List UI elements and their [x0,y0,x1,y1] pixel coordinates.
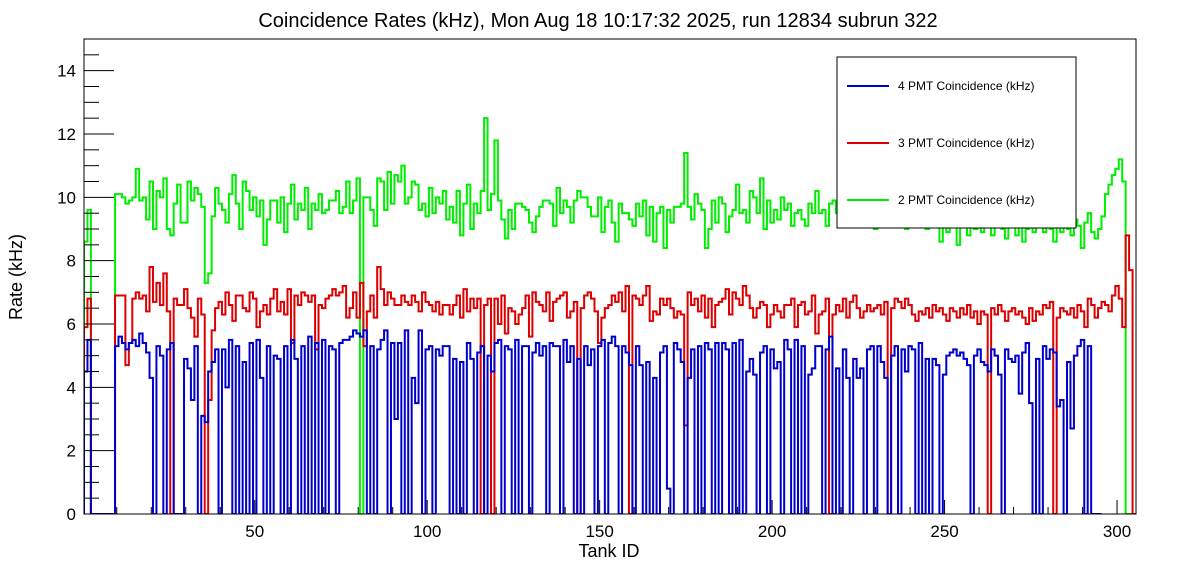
x-tick-label: 300 [1103,522,1131,541]
y-tick-label: 14 [57,62,76,81]
x-tick-label: 100 [413,522,441,541]
x-tick-label: 250 [930,522,958,541]
y-tick-label: 10 [57,188,76,207]
legend-label-2: 3 PMT Coincidence (kHz) [898,136,1035,150]
x-tick-label: 150 [585,522,613,541]
x-axis-label: Tank ID [578,541,639,561]
x-tick-label: 50 [245,522,264,541]
y-axis-label: Rate (kHz) [6,234,26,320]
legend-label-1: 4 PMT Coincidence (kHz) [898,79,1035,93]
legend: 4 PMT Coincidence (kHz) 3 PMT Coincidence… [836,56,1077,229]
y-tick-label: 8 [67,252,76,271]
legend-label-3: 2 PMT Coincidence (kHz) [898,193,1035,207]
series-line-2 [84,234,1136,514]
chart-title: Coincidence Rates (kHz), Mon Aug 18 10:1… [258,10,937,32]
y-tick-label: 0 [67,505,76,524]
x-tick-label: 200 [758,522,786,541]
y-tick-label: 12 [57,125,76,144]
y-tick-label: 6 [67,315,76,334]
y-tick-label: 2 [67,442,76,461]
y-tick-label: 4 [67,378,76,397]
axes: 0 2 4 6 8 10 12 14 50 100 150 200 250 300 [57,38,1131,541]
series-line-1 [84,329,1102,514]
